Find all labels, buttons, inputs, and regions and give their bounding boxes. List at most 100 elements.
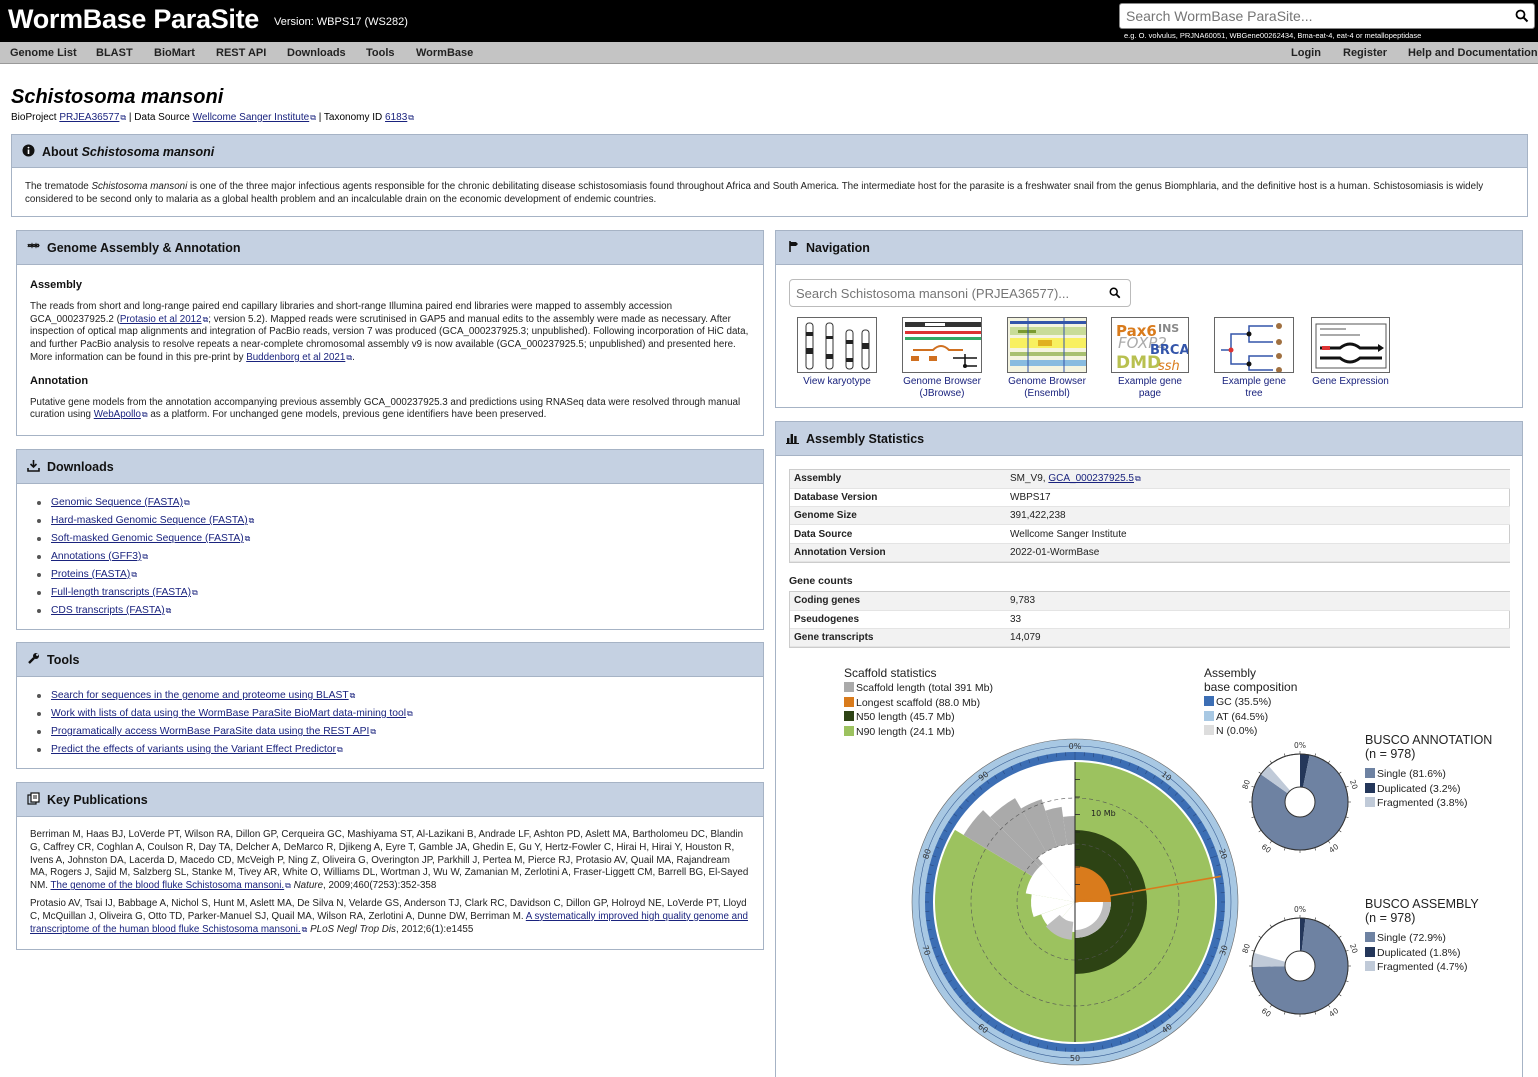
ensembl-browser-link[interactable]: Genome Browser (Ensembl)	[1007, 317, 1087, 400]
nav-genome-list[interactable]: Genome List	[10, 47, 77, 59]
assembly-stats-table: Assembly SM_V9, GCA_000237925.5⧉ Database …	[790, 470, 1510, 562]
dna-icon	[27, 242, 40, 249]
gene-expression-label: Gene Expression	[1312, 376, 1389, 387]
pub1-link[interactable]: The genome of the blood fluke Schistosom…	[50, 880, 285, 892]
percent-tick	[1213, 946, 1218, 949]
percent-tick	[1136, 1033, 1140, 1038]
busco-fragmented-slice	[1260, 765, 1291, 794]
tool-item: Work with lists of data using the WormBa…	[37, 708, 763, 726]
pub2-link[interactable]: A systematically improved high quality g…	[30, 910, 748, 935]
search-icon[interactable]	[1515, 9, 1529, 23]
busco-tick-label: 40	[1327, 842, 1340, 855]
search-icon[interactable]	[1109, 287, 1121, 299]
nav-rest-api[interactable]: REST API	[216, 47, 267, 59]
publications-body: Berriman M, Haas BJ, LoVerde PT, Wilson …	[17, 817, 763, 946]
busco-annotation-legend-label: Single (81.6%)	[1377, 768, 1446, 780]
download-link[interactable]: Genomic Sequence (FASTA)	[51, 497, 184, 508]
nav-blast[interactable]: BLAST	[96, 47, 133, 59]
percent-tick	[1187, 806, 1191, 810]
busco-tick	[1314, 1011, 1317, 1015]
assembly-accession-link[interactable]: GCA_000237925.5	[1048, 473, 1134, 485]
bioproject-link[interactable]: PRJEA36577	[59, 112, 120, 123]
tool-link[interactable]: Search for sequences in the genome and p…	[51, 690, 349, 701]
scaffold-legend-swatch	[844, 711, 854, 721]
buddenborg-link[interactable]: Buddenborg et al 2021	[246, 351, 346, 363]
external-link-icon: ⧉	[346, 352, 353, 362]
species-title: Schistosoma mansoni	[11, 86, 224, 108]
species-search-box	[789, 279, 1131, 307]
busco-tick	[1269, 840, 1273, 844]
percent-tick-label: 80	[921, 848, 933, 860]
scaffold-count-hole	[1031, 894, 1075, 918]
busco-annotation-legend-label: Duplicated (3.2%)	[1377, 782, 1461, 795]
species-search-input[interactable]	[790, 280, 1100, 306]
ensembl-label-1: Genome Browser	[1008, 376, 1086, 387]
download-link[interactable]: CDS transcripts (FASTA)	[51, 605, 165, 616]
svg-text:DMD: DMD	[1116, 353, 1161, 373]
percent-tick	[1028, 1040, 1031, 1045]
webapollo-link[interactable]: WebApollo	[93, 409, 141, 421]
stats-value: 2022-01-WormBase	[1006, 543, 1510, 562]
nav-wormbase[interactable]: WormBase	[416, 47, 474, 59]
busco-annotation-legend: BUSCO ANNOTATION (n = 978) Single (81.6%…	[1365, 733, 1492, 811]
example-gene-tree-link[interactable]: Example gene tree	[1214, 317, 1294, 400]
example-gene-page-link[interactable]: Pax6INSFOXP2BRCA2DMDssh Example gene pag…	[1111, 317, 1189, 400]
busco-assembly-legend-swatch	[1365, 932, 1375, 942]
assembly-table: Assembly SM_V9, GCA_000237925.5⧉ Database …	[789, 469, 1510, 563]
busco-tick-label: 60	[1260, 1006, 1273, 1019]
svg-text:Pax6: Pax6	[1116, 322, 1157, 340]
percent-tick	[1167, 1014, 1171, 1018]
scaffold-detail-hole	[1075, 902, 1103, 930]
download-link[interactable]: Full-length transcripts (FASTA)	[51, 587, 191, 598]
nav-downloads[interactable]: Downloads	[287, 47, 346, 59]
tool-link[interactable]: Programatically access WormBase ParaSite…	[51, 726, 370, 737]
busco-annotation-chart: 0% 20 40 60 80	[1241, 741, 1360, 855]
busco-hole	[1284, 950, 1316, 982]
about-title-species: Schistosoma mansoni	[81, 145, 215, 159]
svg-text:INS: INS	[1158, 322, 1179, 335]
wormbase-parasite-logo[interactable]: WormBase ParaSite	[8, 4, 260, 34]
nav-register[interactable]: Register	[1343, 47, 1388, 59]
download-link[interactable]: Proteins (FASTA)	[51, 569, 131, 580]
data-source-link[interactable]: Wellcome Sanger Institute	[192, 112, 310, 123]
tool-item: Programatically access WormBase ParaSite…	[37, 726, 763, 744]
gene-counts-table: Coding genes 9,783 Pseudogenes 33 Gene trans…	[790, 592, 1510, 648]
percent-tick	[1174, 1008, 1178, 1012]
publication-2: Protasio AV, Tsai IJ, Babbage A, Nichol …	[30, 898, 750, 936]
karyotype-link[interactable]: View karyotype	[797, 317, 877, 388]
percent-tick	[979, 1014, 983, 1018]
site-search-input[interactable]	[1120, 4, 1505, 28]
busco-annotation-legend-label: Fragmented (3.8%)	[1377, 797, 1468, 809]
download-link[interactable]: Hard-masked Genomic Sequence (FASTA)	[51, 515, 248, 526]
svg-text:BRCA2: BRCA2	[1150, 343, 1189, 358]
busco-tick	[1258, 935, 1262, 939]
gene-expression-link[interactable]: Gene Expression	[1311, 317, 1390, 388]
busco-annotation-legend-entry: Duplicated (3.2%)	[1365, 782, 1492, 797]
stats-row: Database Version WBPS17	[790, 488, 1510, 508]
ensembl-thumbnail	[1007, 317, 1087, 373]
taxonomy-link[interactable]: 6183	[385, 112, 408, 123]
download-link[interactable]: Soft-masked Genomic Sequence (FASTA)	[51, 533, 244, 544]
nav-help[interactable]: Help and Documentation	[1408, 47, 1538, 59]
download-link[interactable]: Annotations (GFF3)	[51, 551, 142, 562]
tool-link[interactable]: Predict the effects of variants using th…	[51, 744, 337, 755]
percent-tick	[1218, 929, 1223, 931]
busco-assembly-legend-label: Fragmented (4.7%)	[1377, 961, 1468, 973]
nav-login[interactable]: Login	[1291, 47, 1321, 59]
jbrowse-link[interactable]: Genome Browser (JBrowse)	[902, 317, 982, 400]
nav-tools[interactable]: Tools	[366, 47, 395, 59]
percent-tick	[972, 792, 976, 796]
scale-label: 10 Mb	[1091, 809, 1116, 818]
nav-biomart[interactable]: BioMart	[154, 47, 195, 59]
protasio-link[interactable]: Protasio et al 2012	[119, 313, 202, 325]
tool-link[interactable]: Work with lists of data using the WormBa…	[51, 708, 407, 719]
busco-tick	[1327, 840, 1331, 844]
external-link-icon: ⧉	[131, 570, 138, 579]
busco-assembly-legend-items: Single (72.9%) Duplicated (1.8%) Fragmente…	[1365, 931, 1479, 975]
external-link-icon: ⧉	[141, 410, 148, 420]
percent-tick	[1119, 1040, 1122, 1045]
busco-tick	[1338, 829, 1342, 833]
downloads-list: Genomic Sequence (FASTA) ⧉ Hard-masked Gen…	[37, 497, 763, 623]
percent-tick	[1128, 1037, 1131, 1042]
busco-annotation-legend-swatch	[1365, 782, 1375, 793]
